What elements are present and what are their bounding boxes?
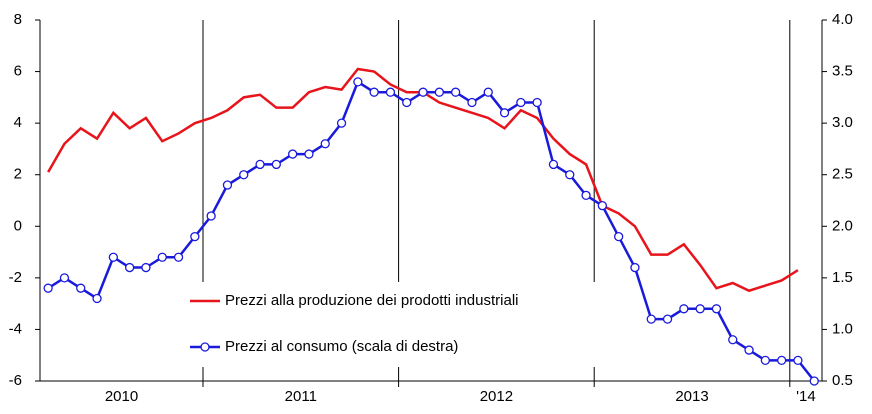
data-point [287, 149, 298, 159]
data-point [190, 231, 200, 242]
legend-label: Prezzi alla produzione dei prodotti indu… [225, 292, 519, 309]
y2-tick-label: 1.0 [832, 320, 853, 337]
x-year-label: 2013 [675, 388, 708, 405]
data-point [43, 283, 53, 293]
legend-label: Prezzi al consumo (scala di destra) [225, 338, 458, 355]
data-point [450, 87, 461, 97]
data-point [728, 335, 738, 345]
data-point [565, 170, 575, 180]
data-point [777, 355, 787, 366]
data-point [369, 87, 379, 97]
data-point [108, 252, 118, 262]
data-point [141, 262, 151, 273]
data-point [222, 180, 233, 190]
y-tick-label: 4 [14, 114, 22, 131]
data-point [206, 211, 216, 221]
y2-tick-label: 2.0 [832, 217, 853, 234]
y2-tick-label: 0.5 [832, 372, 853, 389]
y2-tick-label: 2.5 [832, 166, 853, 183]
data-point [157, 252, 167, 262]
data-point [385, 87, 396, 97]
y-tick-label: 6 [14, 63, 22, 80]
data-point [255, 159, 265, 170]
x-year-label: 2011 [285, 388, 317, 405]
data-point [597, 201, 607, 211]
data-point [630, 262, 640, 273]
data-point [124, 262, 135, 273]
data-point [516, 97, 526, 108]
data-point [581, 190, 591, 200]
data-point [532, 97, 542, 108]
y-tick-label: 0 [14, 217, 22, 234]
y2-tick-label: 3.5 [832, 63, 853, 80]
legend: Prezzi alla produzione dei prodotti indu… [172, 282, 602, 367]
y-tick-label: -6 [9, 372, 22, 389]
data-point [679, 304, 689, 314]
data-point [76, 283, 86, 293]
data-point [614, 231, 624, 242]
data-point [483, 87, 493, 97]
data-point [320, 139, 330, 149]
data-point [662, 314, 673, 324]
data-point [744, 345, 754, 355]
legend-box [172, 282, 602, 367]
data-point [499, 108, 510, 118]
x-year-label: 2012 [480, 388, 513, 405]
data-point [59, 273, 70, 283]
data-point [793, 355, 803, 366]
x-year-label: 2010 [105, 388, 138, 405]
data-point [809, 376, 819, 386]
data-point [695, 304, 705, 314]
data-point [760, 355, 770, 366]
data-point [173, 252, 184, 262]
data-point [548, 159, 559, 170]
y2-tick-label: 4.0 [832, 11, 853, 28]
data-point [239, 170, 249, 180]
data-point [92, 293, 102, 304]
data-point [336, 118, 347, 128]
data-point [304, 149, 314, 159]
data-point [418, 87, 428, 97]
data-point [467, 97, 477, 108]
y-tick-label: -2 [9, 269, 22, 286]
legend-marker [200, 342, 210, 352]
y2-tick-label: 3.0 [832, 114, 853, 131]
x-year-label: '14 [796, 388, 816, 405]
data-point [402, 97, 412, 108]
data-point [646, 314, 656, 324]
y-tick-label: -4 [9, 320, 22, 337]
y2-tick-label: 1.5 [832, 269, 853, 286]
y-tick-label: 8 [14, 11, 22, 28]
data-point [434, 87, 445, 97]
y-tick-label: 2 [14, 166, 22, 183]
data-point [711, 304, 722, 314]
data-point [271, 159, 282, 170]
data-point [353, 77, 363, 87]
